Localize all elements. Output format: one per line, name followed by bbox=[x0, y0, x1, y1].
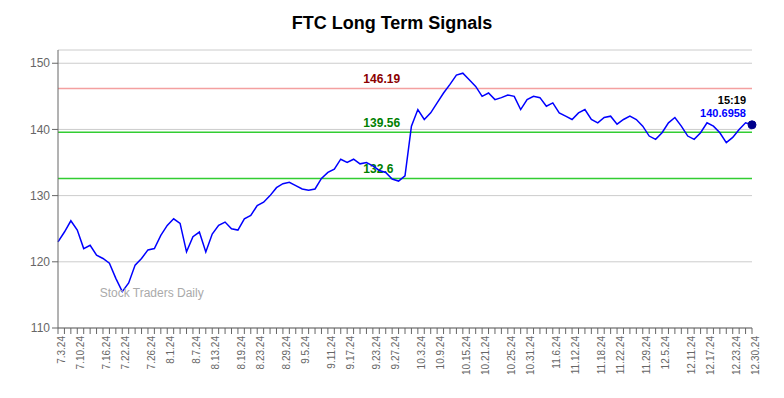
svg-text:140.6958: 140.6958 bbox=[700, 107, 746, 119]
svg-text:12.23.24: 12.23.24 bbox=[731, 336, 742, 375]
svg-text:11.12.24: 11.12.24 bbox=[570, 336, 581, 375]
svg-text:10.21.24: 10.21.24 bbox=[480, 336, 491, 375]
html-text:Stock Traders Daily: Stock Traders Daily bbox=[99, 286, 204, 301]
svg-text:8.1.24: 8.1.24 bbox=[165, 336, 176, 364]
svg-text:110: 110 bbox=[31, 321, 50, 335]
svg-text:7.3.24: 7.3.24 bbox=[56, 336, 67, 364]
svg-text:12.11.24: 12.11.24 bbox=[686, 336, 697, 375]
svg-text:11.22.24: 11.22.24 bbox=[615, 336, 626, 375]
svg-text:11.6.24: 11.6.24 bbox=[551, 336, 562, 369]
svg-text:9.11.24: 9.11.24 bbox=[326, 336, 337, 369]
svg-text:7.22.24: 7.22.24 bbox=[120, 336, 131, 370]
svg-text:9.27.24: 9.27.24 bbox=[390, 336, 401, 370]
svg-text:12.5.24: 12.5.24 bbox=[660, 336, 671, 370]
svg-text:130: 130 bbox=[30, 189, 50, 203]
svg-text:146.19: 146.19 bbox=[363, 72, 400, 86]
svg-text:10.3.24: 10.3.24 bbox=[416, 336, 427, 370]
html-text:FTC Long Term Signals: FTC Long Term Signals bbox=[291, 13, 493, 33]
svg-text:9.23.24: 9.23.24 bbox=[371, 336, 382, 370]
svg-text:8.23.24: 8.23.24 bbox=[255, 336, 266, 370]
svg-text:12.17.24: 12.17.24 bbox=[705, 336, 716, 375]
svg-text:139.56: 139.56 bbox=[363, 116, 400, 130]
svg-text:150: 150 bbox=[30, 56, 50, 70]
svg-text:132.6: 132.6 bbox=[363, 162, 394, 177]
svg-text:9.17.24: 9.17.24 bbox=[345, 336, 356, 370]
svg-text:120: 120 bbox=[30, 255, 50, 269]
svg-text:9.5.24: 9.5.24 bbox=[300, 336, 311, 364]
svg-text:8.19.24: 8.19.24 bbox=[236, 336, 247, 370]
svg-text:10.31.24: 10.31.24 bbox=[525, 336, 536, 375]
svg-text:11.18.24: 11.18.24 bbox=[596, 336, 607, 375]
svg-text:140: 140 bbox=[30, 123, 50, 137]
svg-text:10.15.24: 10.15.24 bbox=[461, 336, 472, 375]
svg-text:10.9.24: 10.9.24 bbox=[435, 336, 446, 370]
svg-text:8.29.24: 8.29.24 bbox=[281, 336, 292, 370]
svg-text:10.25.24: 10.25.24 bbox=[506, 336, 517, 375]
svg-text:11.29.24: 11.29.24 bbox=[641, 336, 652, 375]
svg-text:8.7.24: 8.7.24 bbox=[191, 336, 202, 364]
svg-text:15:19: 15:19 bbox=[718, 94, 746, 106]
svg-text:7.10.24: 7.10.24 bbox=[75, 336, 86, 370]
svg-text:7.26.24: 7.26.24 bbox=[146, 336, 157, 370]
svg-text:7.16.24: 7.16.24 bbox=[101, 336, 112, 370]
svg-text:8.13.24: 8.13.24 bbox=[210, 336, 221, 370]
svg-text:12.30.24: 12.30.24 bbox=[750, 336, 761, 375]
